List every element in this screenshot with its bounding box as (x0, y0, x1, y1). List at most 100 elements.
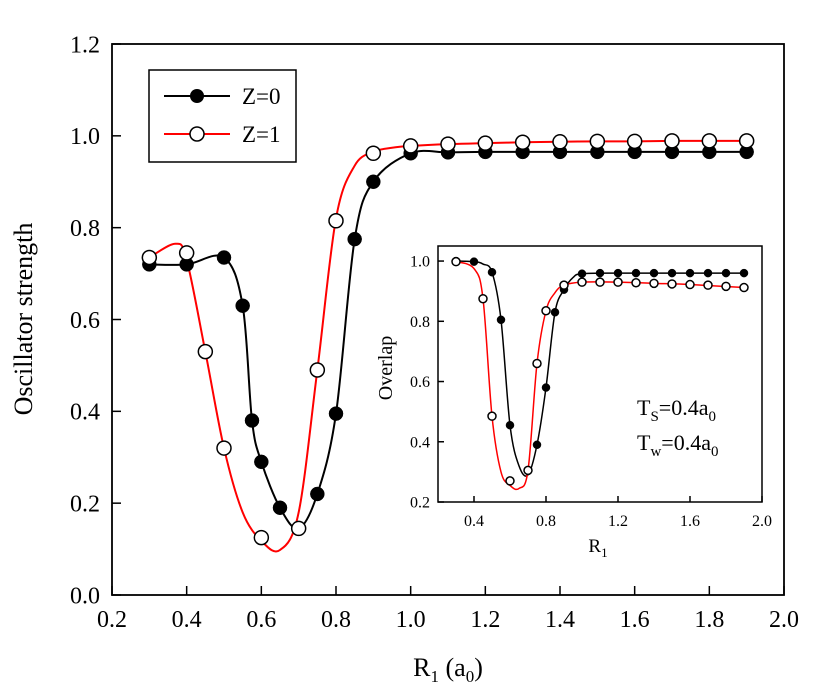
main-data-point-Z0 (216, 250, 232, 265)
inset-y-tick-label: 1.0 (410, 254, 430, 271)
inset-data-point-Z0 (685, 268, 695, 278)
inset-data-point-Z1 (523, 465, 533, 476)
main-data-point-Z0 (366, 174, 381, 189)
inset-data-point-Z0 (649, 268, 659, 278)
main-data-point-Z1 (178, 245, 195, 261)
inset-data-point-Z1 (595, 277, 605, 287)
inset-x-axis-label: R1 (588, 536, 607, 560)
main-data-point-Z1 (589, 133, 606, 150)
main-y-tick-label: 1.2 (70, 32, 100, 58)
main-data-point-Z1 (309, 362, 326, 378)
main-y-tick-label: 0.2 (70, 492, 100, 518)
main-x-axis-label: R1 (a0) (413, 653, 483, 686)
main-x-tick-label: 1.2 (470, 607, 500, 633)
inset-x-tick-label: 1.6 (680, 513, 700, 530)
inset-data-point-Z1 (667, 279, 677, 289)
inset-data-point-Z1 (487, 411, 497, 421)
inset-y-tick-label: 0.8 (410, 314, 430, 331)
inset-data-point-Z1 (478, 293, 488, 304)
inset-data-point-Z1 (577, 277, 587, 287)
inset-data-point-Z1 (613, 277, 623, 287)
legend-label-z1: Z=1 (242, 122, 281, 147)
legend-label-z0: Z=0 (242, 84, 281, 109)
inset-data-point-Z0 (721, 268, 731, 278)
inset-data-point-Z0 (487, 267, 497, 277)
main-y-tick-label: 1.0 (70, 124, 100, 150)
main-y-tick-label: 0.0 (70, 583, 100, 609)
inset-y-axis-label: Overlap (375, 336, 397, 400)
inset-data-point-Z0 (667, 268, 677, 278)
inset-data-point-Z0 (496, 315, 506, 325)
main-data-point-Z1 (514, 134, 531, 151)
main-x-tick-label: 2.0 (769, 607, 799, 633)
main-y-tick-label: 0.6 (70, 308, 100, 334)
main-data-point-Z1 (216, 440, 232, 456)
legend-marker-z0 (190, 89, 204, 103)
inset-data-point-Z0 (703, 268, 713, 278)
inset-data-point-Z1 (703, 280, 713, 290)
inset-data-point-Z0 (532, 440, 542, 450)
inset-data-point-Z0 (505, 420, 515, 430)
inset-y-tick-label: 0.2 (410, 495, 430, 512)
inset-x-tick-label: 0.8 (536, 513, 556, 530)
main-data-point-Z1 (477, 135, 494, 151)
main-x-tick-label: 0.6 (246, 607, 276, 633)
inset-data-point-Z1 (649, 278, 659, 289)
main-x-tick-label: 1.8 (694, 607, 724, 633)
main-data-point-Z1 (701, 133, 718, 149)
inset-data-point-Z1 (505, 476, 515, 486)
main-data-point-Z0 (272, 500, 288, 516)
main-x-tick-label: 0.8 (321, 607, 351, 633)
inset-data-point-Z1 (451, 256, 461, 267)
inset-data-point-Z0 (613, 268, 623, 278)
inset-data-point-Z1 (559, 280, 569, 290)
main-data-point-Z1 (738, 133, 755, 149)
main-data-point-Z0 (235, 298, 250, 313)
legend-marker-z1 (189, 126, 205, 142)
main-data-point-Z1 (365, 145, 382, 162)
inset-y-tick-label: 0.6 (410, 374, 430, 391)
inset-data-point-Z0 (550, 308, 560, 317)
inset-series-line-Z1 (455, 260, 745, 491)
inset-data-point-Z0 (739, 268, 749, 278)
main-y-tick-label: 0.4 (70, 400, 100, 426)
main-data-point-Z1 (626, 133, 643, 150)
main-data-point-Z0 (310, 486, 325, 502)
main-data-point-Z1 (141, 249, 158, 266)
main-data-point-Z1 (328, 213, 344, 229)
main-data-point-Z0 (328, 406, 344, 421)
main-data-point-Z1 (552, 134, 568, 150)
inset-data-point-Z1 (739, 282, 749, 293)
main-data-point-Z1 (402, 138, 419, 154)
main-data-point-Z1 (440, 136, 456, 152)
inset-data-point-Z1 (631, 277, 641, 288)
inset-data-point-Z0 (541, 383, 551, 392)
main-data-point-Z0 (347, 231, 362, 247)
inset-x-tick-label: 0.4 (464, 513, 484, 530)
inset-y-tick-label: 0.4 (410, 434, 430, 451)
legend-box (148, 69, 297, 163)
main-data-point-Z0 (254, 454, 269, 470)
main-data-point-Z1 (290, 520, 307, 537)
main-x-tick-label: 1.4 (545, 607, 575, 633)
main-y-tick-label: 0.8 (70, 216, 100, 242)
inset-data-point-Z0 (469, 257, 479, 266)
main-data-point-Z1 (253, 529, 270, 546)
inset-data-point-Z0 (577, 269, 587, 278)
main-x-tick-label: 1.6 (620, 607, 650, 633)
inset-data-point-Z1 (541, 306, 551, 316)
main-x-tick-label: 0.4 (172, 607, 202, 633)
inset-data-point-Z0 (631, 268, 641, 278)
inset-data-point-Z1 (685, 279, 695, 290)
inset-x-tick-label: 2.0 (752, 513, 772, 530)
main-data-point-Z1 (197, 343, 214, 360)
main-x-tick-label: 0.2 (97, 607, 127, 633)
inset-x-tick-label: 1.2 (608, 513, 628, 530)
inset-data-point-Z0 (595, 268, 605, 278)
main-data-point-Z0 (244, 413, 260, 428)
main-x-tick-label: 1.0 (396, 607, 426, 633)
inset-annotation-ts: TS=0.4a0 (637, 395, 716, 425)
main-data-point-Z1 (664, 133, 680, 149)
inset-data-point-Z1 (532, 358, 542, 369)
